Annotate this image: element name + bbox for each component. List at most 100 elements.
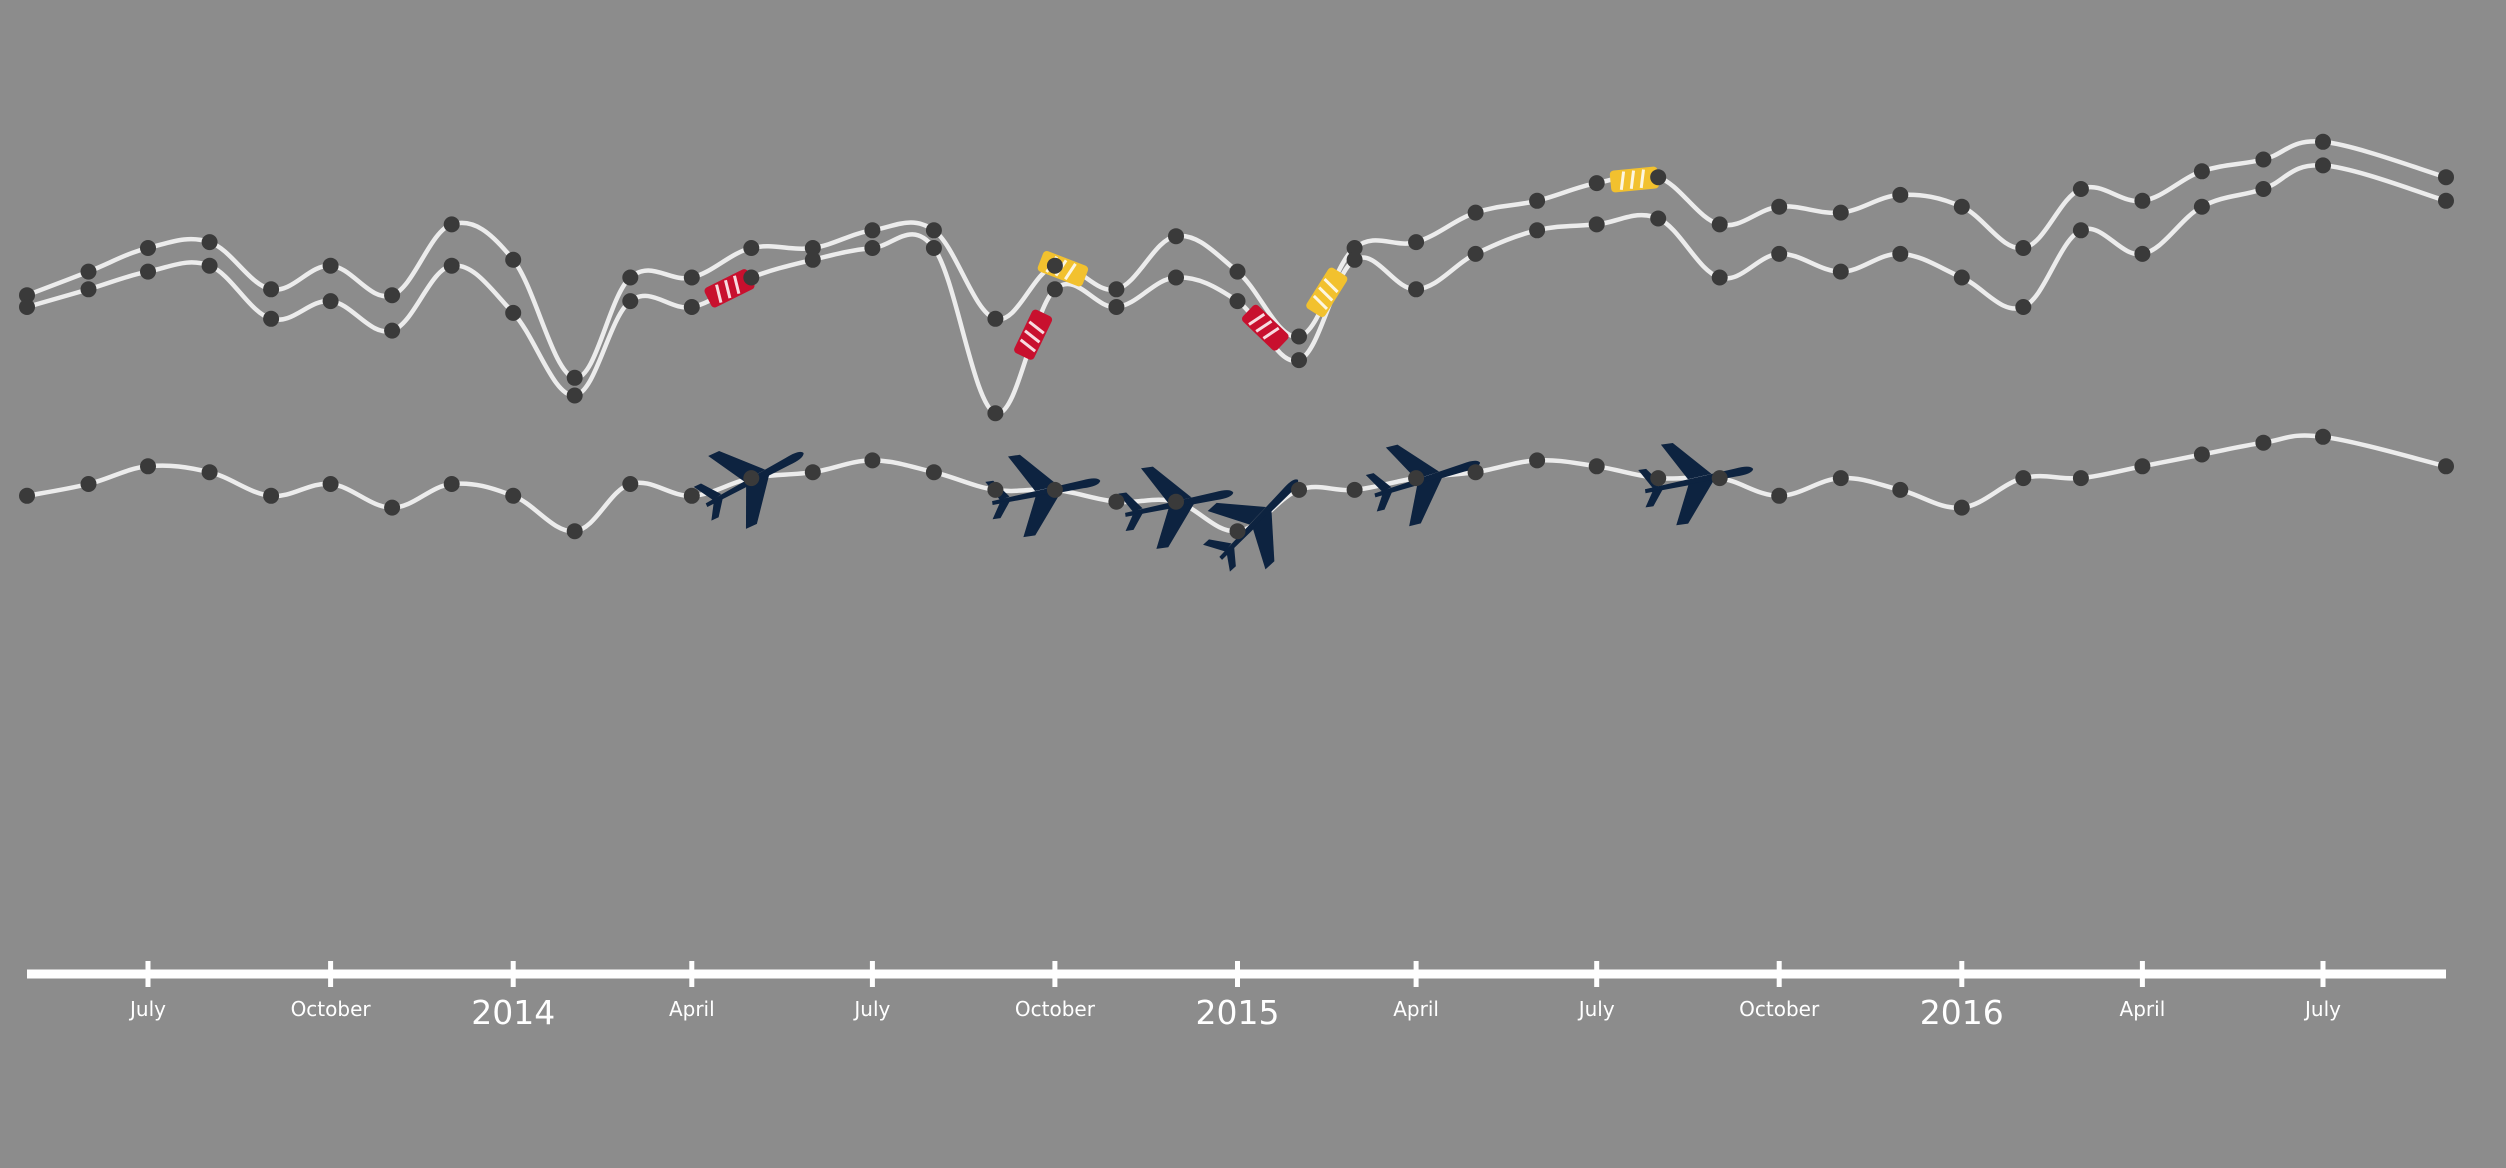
data-point [2438,169,2454,186]
data-point [683,487,700,504]
data-point [683,269,700,286]
data-point [1529,452,1546,469]
data-point [622,293,639,310]
data-point [322,257,339,274]
data-point [443,257,460,274]
x-tick-label: April [1393,997,1439,1021]
data-point [2255,151,2272,168]
data-point [566,523,583,540]
data-point [2015,299,2032,315]
x-tick-label: 2014 [471,993,555,1032]
data-point [140,458,156,475]
x-tick-label: July [128,997,166,1021]
data-point [622,476,639,492]
data-point [2072,222,2089,239]
yellow-tag-icon [1609,166,1659,193]
x-tick-label: October [291,997,372,1021]
data-point [1529,222,1546,239]
data-point [743,269,760,286]
data-point [80,281,97,298]
plane-icon [1365,444,1481,527]
red-tag-icon [1242,304,1289,351]
data-point [201,464,218,481]
data-point [140,240,156,256]
data-point [864,222,881,239]
data-point [1650,470,1667,487]
data-point [1346,240,1363,256]
data-point [1229,293,1246,310]
data-point [1588,175,1605,192]
x-tick-label: July [2303,997,2341,1021]
data-point [1953,499,1970,516]
data-point [2315,428,2331,445]
data-point [2134,245,2151,262]
data-point [2134,458,2151,475]
data-point [1892,245,1909,262]
plane-icon [1203,479,1299,572]
data-point [201,234,218,251]
x-tick-label: October [1015,997,1096,1021]
data-point [1346,251,1363,268]
yellow-tag-icon [1037,250,1089,287]
x-tick-label: October [1739,997,1820,1021]
data-point [1650,210,1667,227]
data-point [19,287,35,304]
data-point [322,476,339,492]
data-point [140,263,156,280]
data-point [683,299,700,315]
data-point [1588,458,1605,475]
x-axis: July October 2014 April July October 2015 April… [27,961,2446,1032]
data-point [864,452,881,469]
data-point [1953,269,1970,286]
data-point [2315,157,2331,174]
x-tick-label: 2015 [1196,993,1280,1032]
data-point [80,263,97,280]
data-point [1046,281,1063,298]
data-point [19,487,35,504]
data-point [505,251,522,268]
data-point [1408,234,1425,251]
data-point [566,387,583,404]
data-point [80,476,97,492]
data-point [2438,458,2454,475]
data-point [925,240,942,256]
data-point [2315,133,2331,150]
data-points [19,133,2454,540]
data-point [864,240,881,256]
red-tag-icon [1014,309,1053,360]
data-point [987,405,1004,422]
data-point [1832,263,1849,280]
data-point [1108,281,1125,298]
data-point [384,322,401,339]
x-tick-label: April [2120,997,2166,1021]
data-point [443,216,460,233]
data-point [322,293,339,310]
x-tick-label: April [669,997,715,1021]
data-point [1408,281,1425,298]
series-line-3 [24,433,2449,534]
data-point [1467,245,1484,262]
data-point [1832,204,1849,221]
data-point [1229,523,1246,540]
data-point [1229,263,1246,280]
data-point [263,281,280,298]
data-point [2255,181,2272,197]
data-point [2134,192,2151,209]
data-point [1291,481,1307,498]
data-point [2072,470,2089,487]
data-point [2015,470,2032,487]
x-tick-label: July [852,997,890,1021]
data-point [505,304,522,321]
data-point [1953,198,1970,215]
data-point [1467,464,1484,481]
data-point [384,499,401,516]
plane-icon [1638,442,1754,526]
data-point [1108,493,1125,510]
data-point [2193,163,2210,180]
data-point [1588,216,1605,233]
data-point [743,470,760,487]
data-point [263,310,280,327]
data-point [1650,169,1667,186]
data-point [622,269,639,286]
